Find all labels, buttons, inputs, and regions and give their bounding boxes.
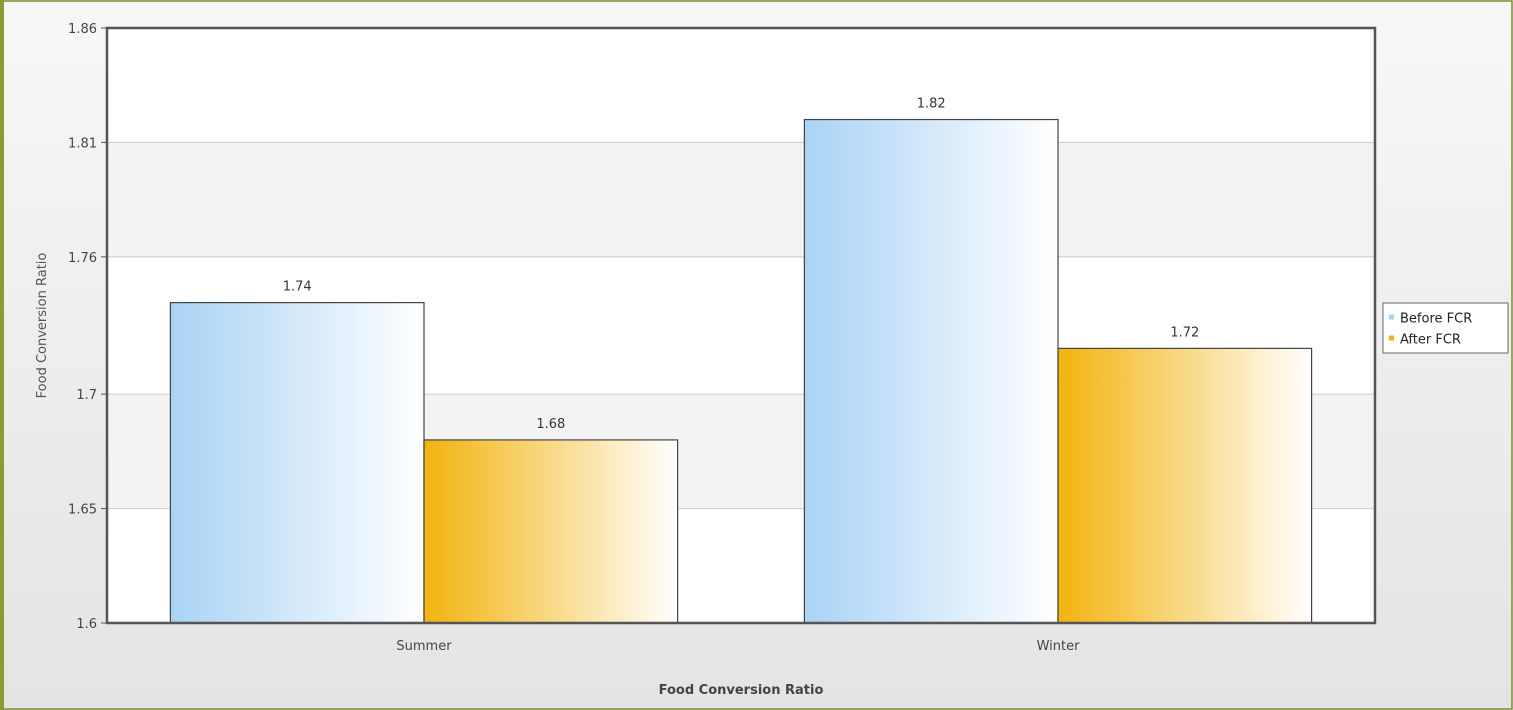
data-label: 1.82 xyxy=(917,97,946,112)
bar-winter-after-fcr xyxy=(1057,347,1313,624)
legend-swatch xyxy=(1389,314,1394,320)
plot-frame xyxy=(105,26,1377,625)
legend-swatch xyxy=(1389,335,1394,341)
legend-label: After FCR xyxy=(1400,333,1461,348)
x-tick-label: Winter xyxy=(1037,639,1081,654)
y-axis-title: Food Conversion Ratio xyxy=(35,253,50,399)
y-tick-label: 1.76 xyxy=(68,251,97,266)
data-label: 1.72 xyxy=(1170,325,1199,340)
y-tick-label: 1.81 xyxy=(68,136,97,151)
legend: Before FCR After FCR xyxy=(1382,302,1509,354)
bar-winter-before-fcr xyxy=(803,118,1059,624)
bar-summer-after-fcr xyxy=(423,439,679,624)
legend-label: Before FCR xyxy=(1400,312,1472,327)
data-label: 1.74 xyxy=(283,280,312,295)
bar-summer-before-fcr xyxy=(169,302,425,624)
x-axis-title: Food Conversion Ratio xyxy=(659,683,824,698)
legend-box xyxy=(1382,302,1509,354)
y-tick-label: 1.65 xyxy=(68,503,97,518)
y-tick-label: 1.7 xyxy=(76,388,97,403)
x-tick-label: Summer xyxy=(396,639,452,654)
left-edge-accent xyxy=(0,0,4,710)
plot-band xyxy=(107,142,1375,257)
data-label: 1.68 xyxy=(536,417,565,432)
y-tick-label: 1.6 xyxy=(76,617,97,632)
y-tick-label: 1.86 xyxy=(68,22,97,37)
